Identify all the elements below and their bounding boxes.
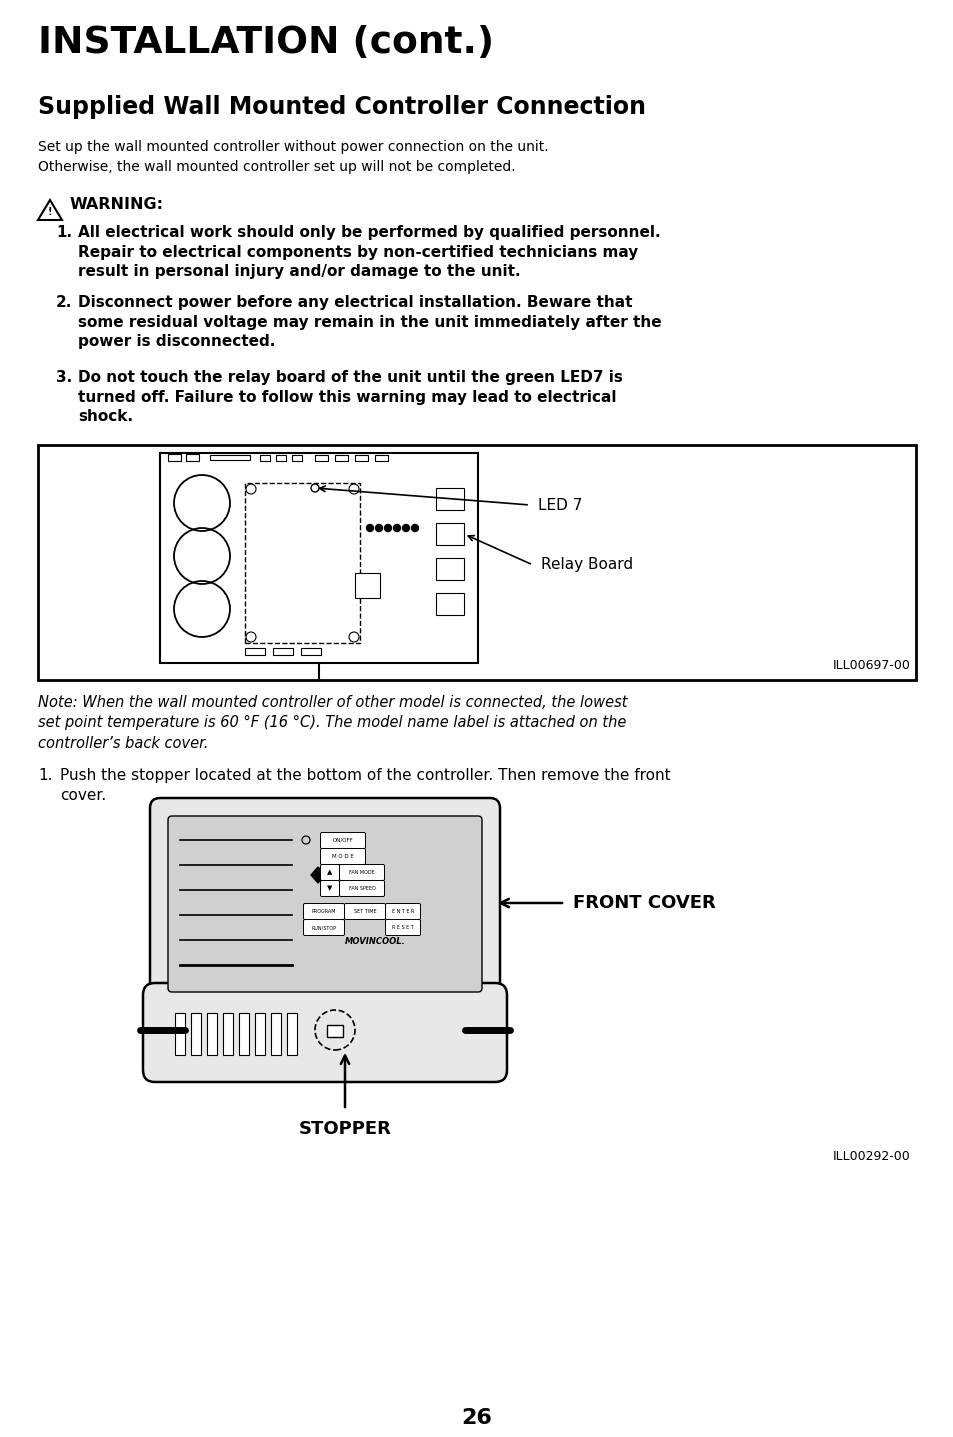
Bar: [327, 1025, 343, 1038]
FancyBboxPatch shape: [320, 881, 339, 897]
Text: SET TIME: SET TIME: [354, 910, 375, 914]
FancyBboxPatch shape: [150, 798, 499, 1010]
Bar: [436, 523, 463, 545]
FancyBboxPatch shape: [339, 865, 384, 881]
Text: 2.: 2.: [56, 295, 72, 310]
FancyBboxPatch shape: [344, 904, 385, 920]
Bar: [273, 648, 293, 655]
Bar: [186, 454, 199, 461]
FancyBboxPatch shape: [320, 848, 365, 865]
Bar: [275, 456, 286, 461]
FancyBboxPatch shape: [303, 920, 344, 935]
FancyBboxPatch shape: [320, 865, 339, 881]
Text: FAN MODE: FAN MODE: [349, 869, 375, 875]
Text: ILL00697-00: ILL00697-00: [832, 660, 910, 673]
Circle shape: [402, 525, 409, 532]
FancyBboxPatch shape: [385, 920, 420, 935]
Circle shape: [375, 525, 382, 532]
Text: RUN/STOP: RUN/STOP: [312, 925, 336, 930]
Circle shape: [411, 525, 418, 532]
Text: M O D E: M O D E: [332, 854, 354, 859]
Bar: [287, 1013, 296, 1055]
Text: ▲: ▲: [327, 869, 333, 875]
FancyBboxPatch shape: [339, 881, 384, 897]
Bar: [314, 456, 328, 461]
Text: INSTALLATION (cont.): INSTALLATION (cont.): [38, 24, 494, 60]
Bar: [174, 1013, 185, 1055]
Bar: [245, 483, 359, 642]
Text: Relay Board: Relay Board: [540, 558, 633, 572]
FancyBboxPatch shape: [385, 904, 420, 920]
Bar: [260, 456, 270, 461]
Text: WARNING:: WARNING:: [70, 197, 164, 213]
Bar: [335, 456, 348, 461]
Bar: [207, 1013, 216, 1055]
Text: ▼: ▼: [327, 885, 333, 891]
Circle shape: [366, 525, 374, 532]
Bar: [271, 1013, 281, 1055]
Text: 3.: 3.: [56, 369, 72, 385]
Text: !: !: [48, 207, 52, 217]
Text: FRONT COVER: FRONT COVER: [573, 894, 715, 912]
Bar: [375, 456, 388, 461]
Text: Push the stopper located at the bottom of the controller. Then remove the front
: Push the stopper located at the bottom o…: [60, 767, 670, 803]
FancyBboxPatch shape: [168, 816, 481, 992]
Text: MOVINCOOL.: MOVINCOOL.: [344, 937, 405, 947]
Text: ON/OFF: ON/OFF: [333, 838, 353, 844]
Text: 1.: 1.: [38, 767, 52, 783]
Bar: [245, 648, 265, 655]
Text: E N T E R: E N T E R: [392, 910, 414, 914]
Bar: [301, 648, 320, 655]
FancyBboxPatch shape: [143, 983, 506, 1082]
Bar: [191, 1013, 201, 1055]
Bar: [223, 1013, 233, 1055]
Bar: [239, 1013, 249, 1055]
Bar: [168, 454, 181, 461]
FancyBboxPatch shape: [320, 832, 365, 848]
FancyBboxPatch shape: [303, 904, 344, 920]
Bar: [210, 456, 250, 460]
Text: Disconnect power before any electrical installation. Beware that
some residual v: Disconnect power before any electrical i…: [78, 295, 661, 349]
Text: R E S E T: R E S E T: [392, 925, 414, 930]
Bar: [38, 445, 915, 680]
Bar: [436, 558, 463, 581]
Text: All electrical work should only be performed by qualified personnel.
Repair to e: All electrical work should only be perfo…: [78, 226, 659, 279]
Text: 26: 26: [461, 1408, 492, 1428]
Text: STOPPER: STOPPER: [298, 1119, 391, 1138]
Bar: [436, 593, 463, 615]
Circle shape: [393, 525, 400, 532]
Bar: [436, 489, 463, 510]
Text: LED 7: LED 7: [537, 497, 581, 513]
Text: Note: When the wall mounted controller of other model is connected, the lowest
s: Note: When the wall mounted controller o…: [38, 696, 627, 750]
Text: Set up the wall mounted controller without power connection on the unit.
Otherwi: Set up the wall mounted controller witho…: [38, 139, 548, 174]
Text: Do not touch the relay board of the unit until the green LED7 is
turned off. Fai: Do not touch the relay board of the unit…: [78, 369, 622, 424]
Bar: [160, 453, 477, 662]
Polygon shape: [311, 867, 325, 882]
Bar: [254, 1013, 265, 1055]
Bar: [355, 573, 379, 598]
Text: FAN SPEED: FAN SPEED: [348, 887, 375, 891]
Text: 1.: 1.: [56, 226, 72, 240]
Bar: [355, 456, 368, 461]
Text: Supplied Wall Mounted Controller Connection: Supplied Wall Mounted Controller Connect…: [38, 95, 645, 119]
Text: ILL00292-00: ILL00292-00: [832, 1150, 910, 1163]
Circle shape: [384, 525, 391, 532]
Bar: [292, 456, 302, 461]
Text: PROGRAM: PROGRAM: [312, 910, 335, 914]
